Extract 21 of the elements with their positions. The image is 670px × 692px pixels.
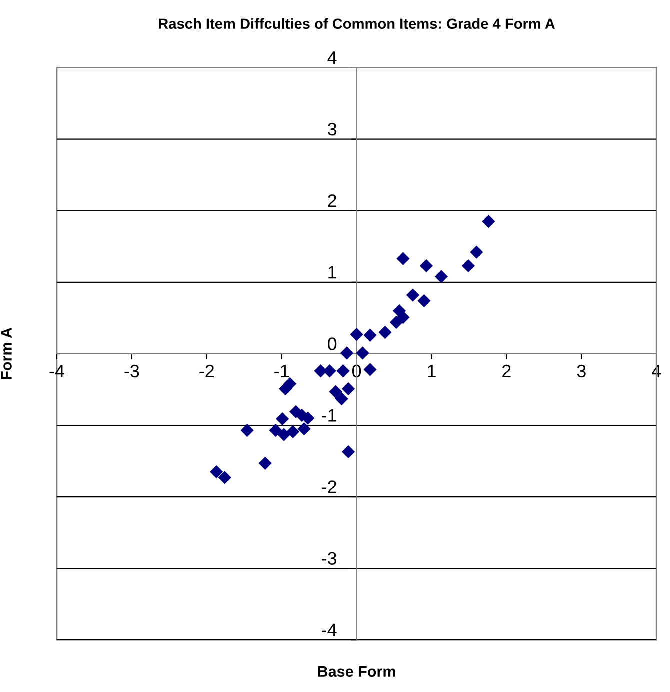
x-tick-label: -2: [200, 364, 214, 378]
y-tick-label: 2: [328, 194, 336, 208]
x-tick-label: 4: [652, 365, 662, 378]
x-tick-label: 2: [502, 364, 511, 378]
x-tick-label: 0: [352, 364, 362, 378]
y-tick-label: -1: [322, 409, 336, 422]
y-tick-label: 1: [328, 266, 336, 279]
y-axis-title: Form A: [1, 328, 12, 380]
x-axis-title: Base Form: [318, 666, 396, 678]
y-tick-label: -2: [322, 480, 336, 494]
chart-title: Rasch Item Diffculties of Common Items: Grade 4 Form A: [159, 18, 556, 30]
y-tick-label: 4: [328, 52, 337, 64]
x-tick-label: 3: [577, 364, 586, 378]
y-tick-label: -4: [322, 624, 337, 636]
x-tick-label: -3: [124, 364, 140, 378]
y-tick-label: -3: [322, 552, 337, 565]
x-tick-label: 1: [428, 365, 436, 378]
y-tick-label: 3: [328, 122, 337, 136]
x-tick-label: -1: [274, 365, 289, 378]
y-tick-label: 0: [328, 338, 337, 350]
x-tick-label: -4: [50, 365, 64, 378]
